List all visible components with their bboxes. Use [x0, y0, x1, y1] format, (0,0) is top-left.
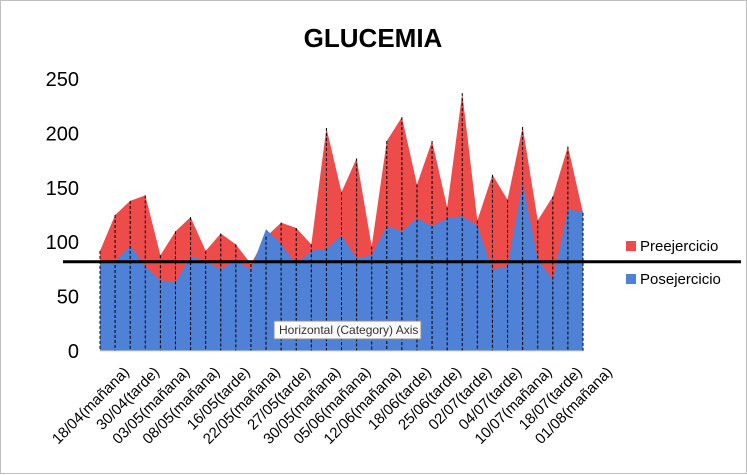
tooltip-text: Horizontal (Category) Axis [279, 323, 418, 337]
legend: Preejercicio Posejercicio [626, 238, 721, 288]
y-tick-label: 150 [46, 178, 79, 200]
legend-label-posejercicio: Posejercicio [640, 271, 721, 288]
legend-label-preejercicio: Preejercicio [640, 238, 718, 255]
chart-title: GLUCEMIA [304, 23, 443, 53]
y-tick-label: 100 [46, 232, 79, 254]
y-tick-label: 50 [57, 287, 79, 309]
x-axis[interactable]: 18/04(mañana)30/04(tarde)03/05(mañana)08… [49, 350, 616, 448]
tooltip-box [273, 320, 422, 340]
legend-item-preejercicio[interactable]: Preejercicio [626, 238, 718, 255]
y-axis: 0 50 100 150 200 250 [46, 69, 79, 363]
y-tick-label: 200 [46, 123, 79, 145]
legend-swatch-preejercicio [626, 241, 636, 251]
y-tick-label: 0 [68, 341, 79, 363]
legend-item-posejercicio[interactable]: Posejercicio [626, 271, 721, 288]
legend-swatch-posejercicio [626, 274, 636, 284]
axis-tooltip: Horizontal (Category) Axis [273, 320, 422, 340]
y-tick-label: 250 [46, 69, 79, 91]
